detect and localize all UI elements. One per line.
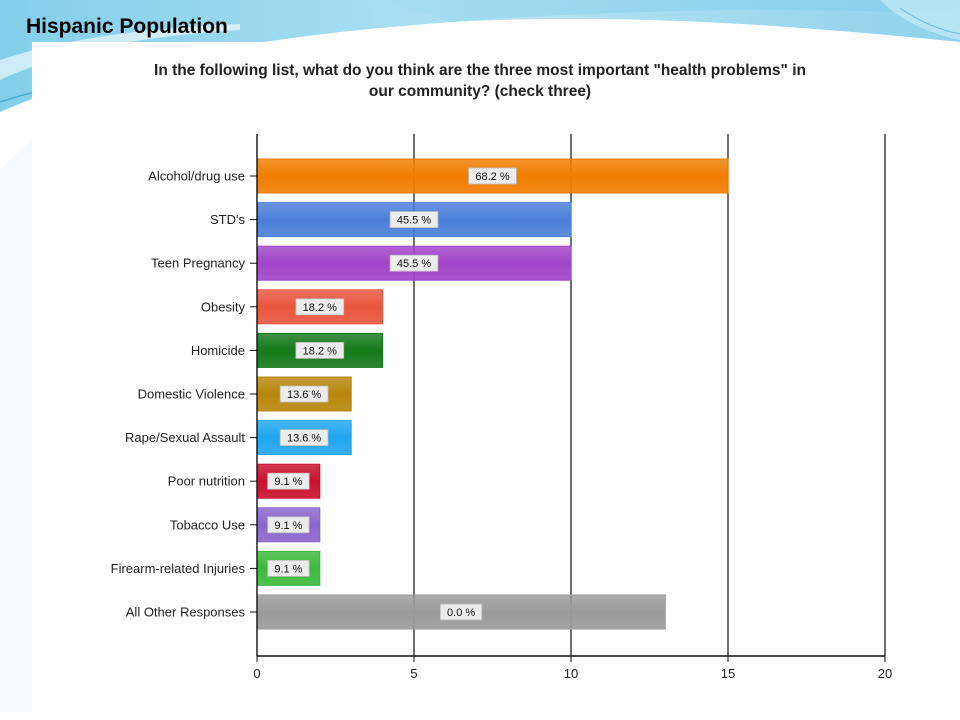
data-label-box [267, 472, 310, 490]
chart-panel: In the following list, what do you think… [32, 42, 928, 712]
chart-title-line-2: our community? (check three) [368, 83, 592, 100]
x-tick-label: 0 [253, 666, 260, 681]
data-label: 9.1 % [274, 563, 302, 575]
x-tick-label: 20 [878, 666, 892, 681]
category-label: Tobacco Use [170, 517, 245, 532]
x-tick-label: 10 [564, 666, 578, 681]
data-label-box [295, 298, 345, 316]
data-label: 0.0 % [447, 607, 475, 619]
data-label-box [279, 429, 329, 447]
slide-title: Hispanic Population [26, 15, 228, 38]
category-label: Homicide [191, 343, 245, 358]
bar-chart: Alcohol/drug use 68.2 % STD's 45.5 % Teen Pr… [111, 134, 892, 681]
category-label: Poor nutrition [168, 474, 245, 489]
category-label: Domestic Violence [138, 387, 245, 402]
data-label-box [389, 254, 439, 272]
x-tick-label: 5 [410, 666, 417, 681]
category-label: Alcohol/drug use [148, 169, 245, 184]
data-label-box [279, 385, 329, 403]
data-label-box [295, 341, 345, 359]
data-label: 9.1 % [274, 520, 302, 532]
data-label-box [439, 603, 483, 621]
data-label: 18.2 % [303, 345, 337, 357]
chart-title-line-1: In the following list, what do you think… [154, 62, 806, 79]
data-label: 68.2 % [475, 171, 509, 183]
data-label-box [389, 211, 439, 229]
category-label: Teen Pregnancy [151, 256, 245, 271]
x-tick-label: 15 [721, 666, 735, 681]
data-label: 45.5 % [397, 215, 431, 227]
data-label: 13.6 % [287, 389, 321, 401]
category-label: All Other Responses [126, 605, 246, 620]
chart-title: In the following list, what do you think… [32, 60, 928, 102]
data-label: 45.5 % [397, 258, 431, 270]
category-label: Firearm-related Injuries [111, 561, 246, 576]
category-label: STD's [210, 212, 245, 227]
bar [256, 420, 352, 456]
data-label: 18.2 % [303, 302, 337, 314]
data-label-box [468, 167, 517, 185]
data-label-box [267, 516, 310, 534]
data-label: 9.1 % [274, 476, 302, 488]
data-label-box [267, 560, 310, 577]
category-label: Obesity [201, 299, 246, 314]
data-label: 13.6 % [287, 433, 321, 445]
category-label: Rape/Sexual Assault [125, 430, 245, 445]
